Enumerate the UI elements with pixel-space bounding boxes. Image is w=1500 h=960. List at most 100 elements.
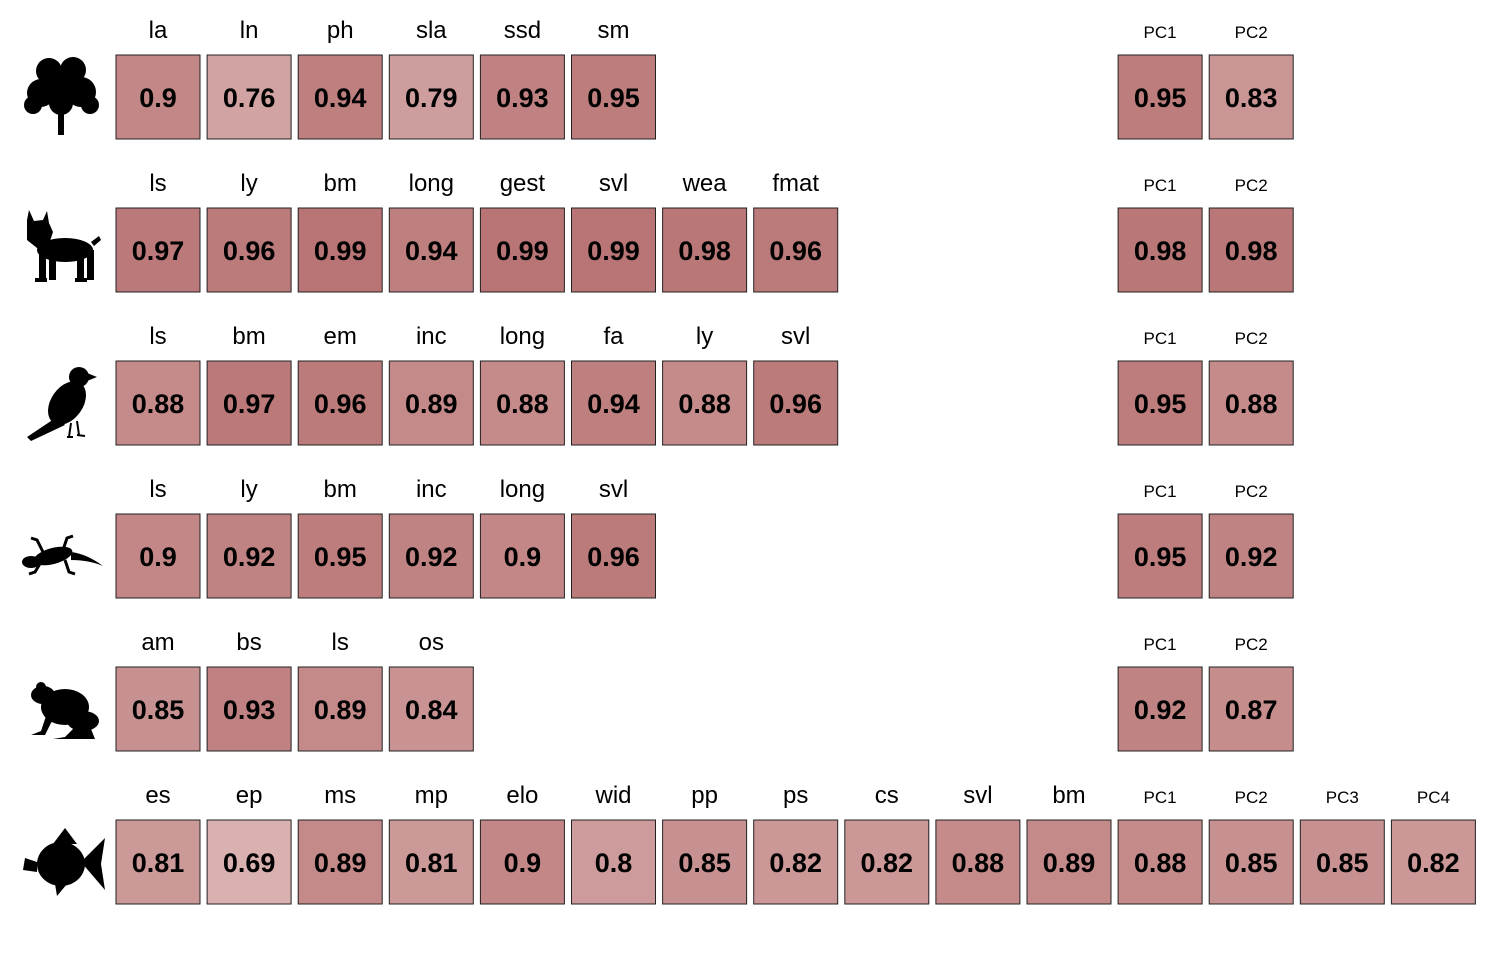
heat-tile (479, 360, 565, 446)
heat-tile (1208, 360, 1294, 446)
trait-label: sla (416, 17, 447, 44)
trait-cell: bs 0.93 (206, 629, 292, 752)
pc-cell: PC2 0.92 (1208, 482, 1294, 599)
trait-label: es (145, 782, 170, 809)
pc-label: PC2 (1235, 788, 1268, 807)
pc-label: PC1 (1144, 23, 1177, 42)
heat-tile (479, 207, 565, 293)
pc-cell: PC1 0.95 (1117, 482, 1203, 599)
value-label: 0.93 (223, 695, 276, 725)
trait-cell: ly 0.96 (206, 170, 292, 293)
heat-tile (662, 819, 748, 905)
trait-label: long (500, 323, 545, 350)
heat-tile (479, 513, 565, 599)
pc-label: PC4 (1417, 788, 1450, 807)
heat-tile (1390, 819, 1476, 905)
value-label: 0.93 (496, 83, 549, 113)
value-label: 0.9 (504, 848, 542, 878)
pc-cell: PC1 0.95 (1117, 23, 1203, 140)
trait-cell: ms 0.89 (297, 782, 383, 905)
trait-label: am (141, 629, 174, 656)
value-label: 0.97 (132, 236, 185, 266)
value-label: 0.69 (223, 848, 276, 878)
trait-label: gest (500, 170, 546, 197)
trait-label: long (500, 476, 545, 503)
trait-cell: fa 0.94 (571, 323, 656, 446)
trait-cell: svl 0.99 (571, 170, 656, 293)
trait-label: mp (415, 782, 448, 809)
value-label: 0.85 (1316, 848, 1369, 878)
value-label: 0.81 (132, 848, 185, 878)
heat-tile (1208, 513, 1294, 599)
trait-cell: svl 0.96 (571, 476, 656, 599)
value-label: 0.92 (1134, 695, 1187, 725)
trait-cell: ps 0.82 (753, 782, 839, 905)
pc-cell: PC3 0.85 (1299, 788, 1385, 905)
value-label: 0.97 (223, 389, 276, 419)
lynx-icon (27, 210, 101, 282)
heat-tile (206, 819, 292, 905)
pc-label: PC1 (1144, 788, 1177, 807)
heat-tile (388, 819, 474, 905)
pc-cell: PC2 0.88 (1208, 329, 1294, 446)
value-label: 0.81 (405, 848, 458, 878)
value-label: 0.9 (139, 83, 177, 113)
pc-cell: PC2 0.85 (1208, 788, 1294, 905)
heat-tile (1208, 207, 1294, 293)
trait-cell: sm 0.95 (571, 17, 656, 140)
value-label: 0.88 (1134, 848, 1187, 878)
trait-label: ly (696, 323, 713, 350)
trait-cell: long 0.94 (388, 170, 474, 293)
heat-tile (753, 207, 839, 293)
heat-tile (206, 207, 292, 293)
trait-label: ls (332, 629, 349, 656)
heat-tile (1117, 666, 1203, 752)
heat-tile (297, 819, 383, 905)
pc-cell: PC1 0.92 (1117, 635, 1203, 752)
bird-icon (26, 366, 98, 442)
trait-cell: os 0.84 (388, 629, 474, 752)
value-label: 0.92 (223, 542, 276, 572)
trait-label: ls (149, 476, 166, 503)
value-label: 0.95 (314, 542, 367, 572)
trait-label: ms (324, 782, 356, 809)
trait-label: ls (149, 170, 166, 197)
value-label: 0.76 (223, 83, 276, 113)
value-label: 0.89 (1043, 848, 1096, 878)
trait-label: bm (1052, 782, 1085, 809)
value-label: 0.85 (132, 695, 185, 725)
value-label: 0.88 (496, 389, 549, 419)
trait-label: bm (324, 170, 357, 197)
trait-cell: wea 0.98 (662, 170, 748, 293)
heat-tile (753, 819, 839, 905)
value-label: 0.95 (1134, 542, 1187, 572)
pc-label: PC2 (1235, 329, 1268, 348)
pc-label: PC1 (1144, 482, 1177, 501)
trait-label: cs (875, 782, 899, 809)
heat-tile (297, 360, 383, 446)
pc-cell: PC1 0.88 (1117, 788, 1203, 905)
trait-cell: ph 0.94 (297, 17, 383, 140)
trait-label: bs (236, 629, 261, 656)
heat-tile (1117, 207, 1203, 293)
heat-tile (297, 207, 383, 293)
value-label: 0.96 (587, 542, 640, 572)
value-label: 0.95 (1134, 83, 1187, 113)
trait-cell: sla 0.79 (388, 17, 474, 140)
trait-label: ep (236, 782, 263, 809)
value-label: 0.79 (405, 83, 458, 113)
trait-cell: la 0.9 (115, 17, 201, 140)
value-label: 0.94 (587, 389, 640, 419)
value-label: 0.98 (678, 236, 731, 266)
trait-cell: inc 0.89 (388, 323, 474, 446)
trait-label: pp (691, 782, 718, 809)
value-label: 0.99 (587, 236, 640, 266)
trait-cell: fmat 0.96 (753, 170, 839, 293)
heat-tile (115, 819, 201, 905)
trait-label: inc (416, 323, 447, 350)
heat-tile (388, 513, 474, 599)
trait-cell: inc 0.92 (388, 476, 474, 599)
trait-cell: ls 0.97 (115, 170, 201, 293)
pc-label: PC1 (1144, 176, 1177, 195)
trait-label: wid (594, 782, 631, 809)
